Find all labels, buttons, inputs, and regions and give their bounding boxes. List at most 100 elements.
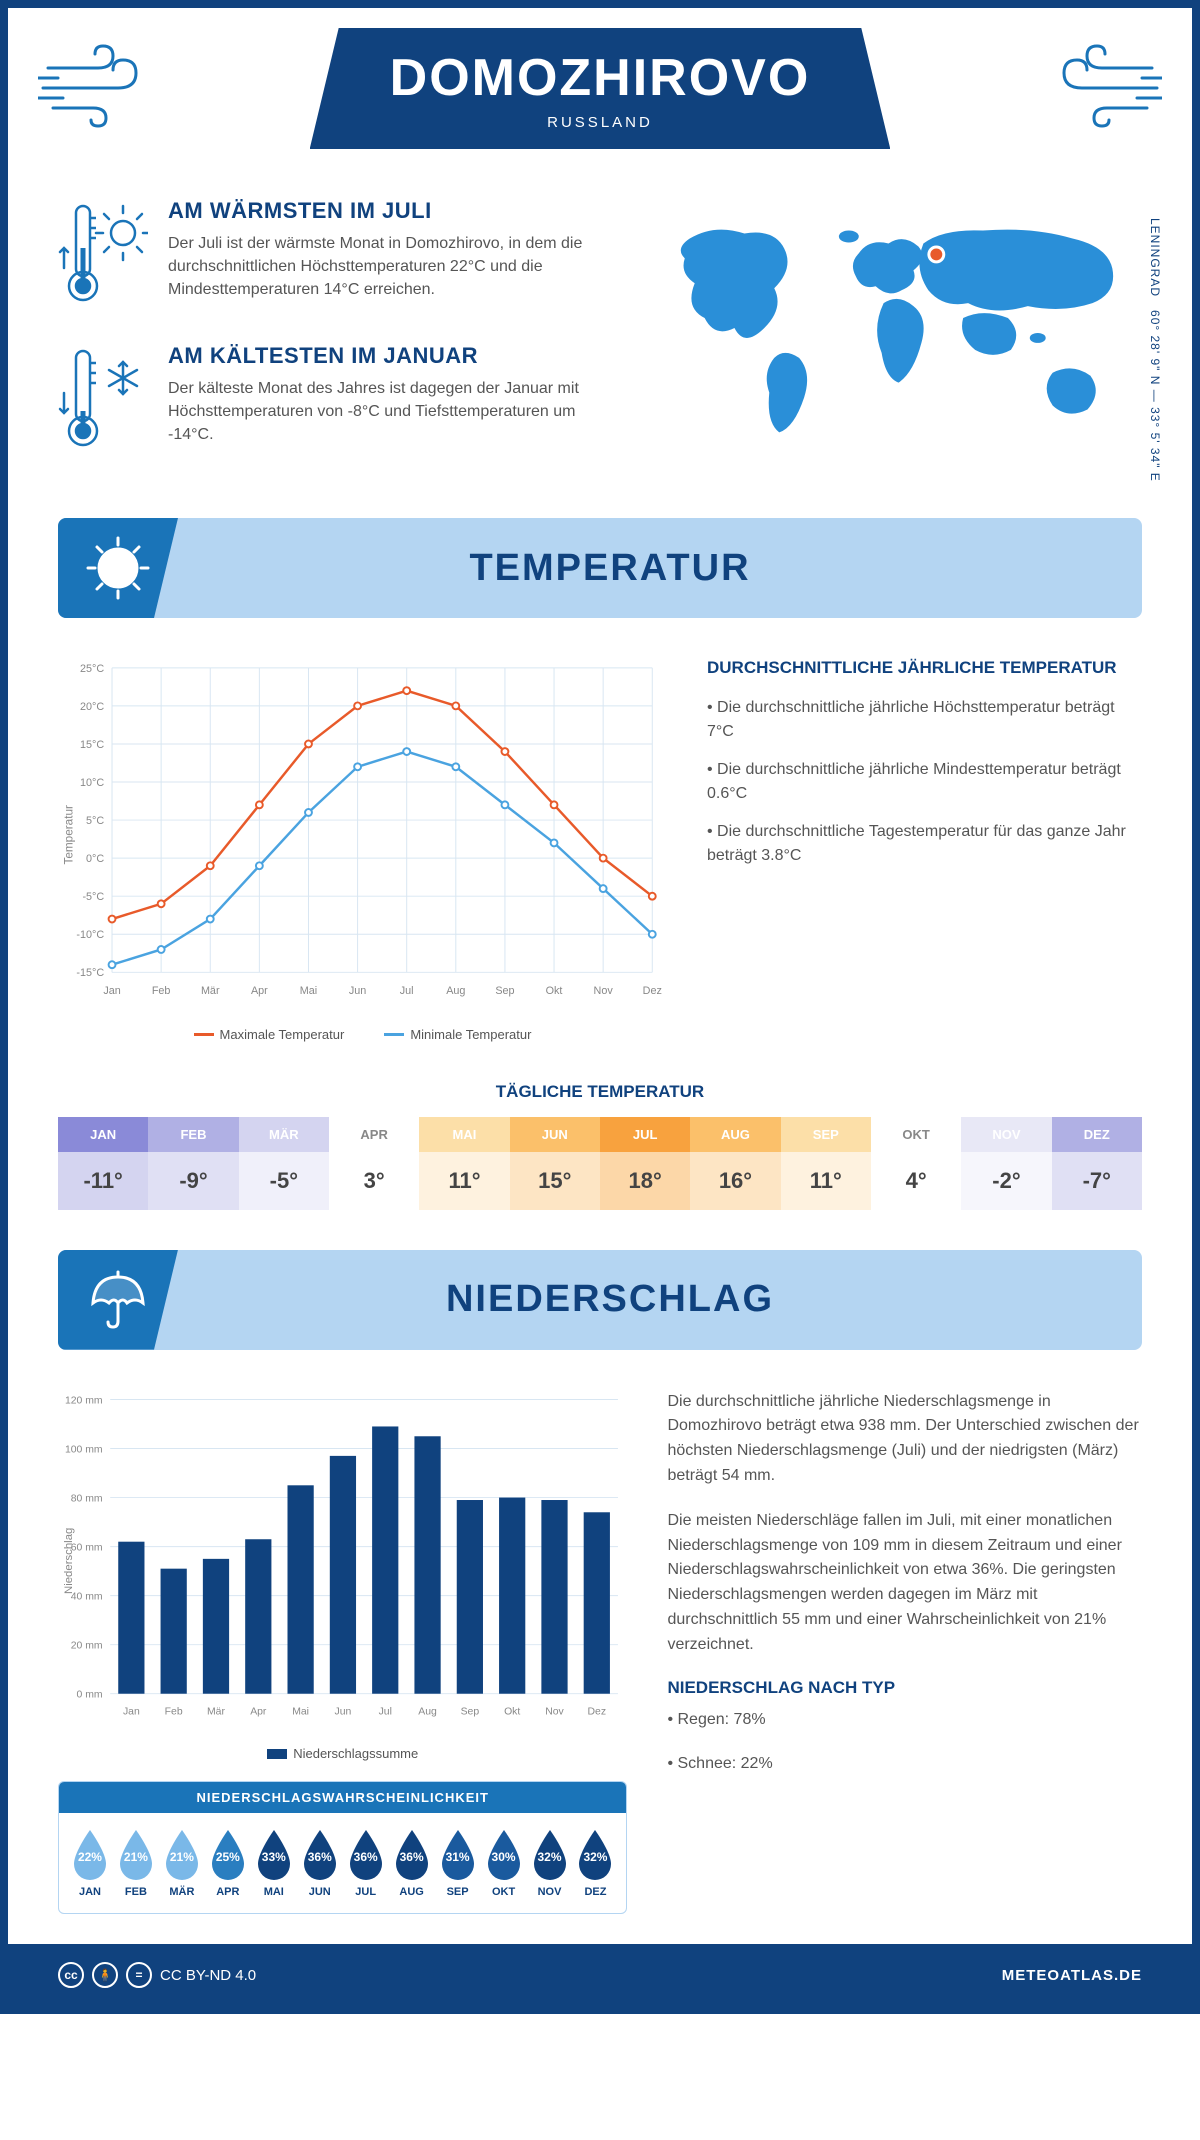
svg-text:Apr: Apr <box>250 1706 267 1717</box>
svg-text:Mär: Mär <box>201 985 220 997</box>
chart-legend: Maximale Temperatur Minimale Temperatur <box>58 1027 667 1042</box>
svg-text:5°C: 5°C <box>86 815 104 827</box>
svg-text:Jan: Jan <box>103 985 120 997</box>
svg-text:25°C: 25°C <box>80 663 104 675</box>
daily-temp-table: JAN-11°FEB-9°MÄR-5°APR3°MAI11°JUN15°JUL1… <box>58 1117 1142 1210</box>
svg-text:Jul: Jul <box>400 985 414 997</box>
daily-cell: FEB-9° <box>148 1117 238 1210</box>
fact-text: Der kälteste Monat des Jahres ist dagege… <box>168 377 605 447</box>
svg-text:100 mm: 100 mm <box>65 1444 103 1455</box>
svg-text:Niederschlag: Niederschlag <box>63 1527 75 1593</box>
svg-text:Temperatur: Temperatur <box>63 805 76 865</box>
prob-cell: 30%OKT <box>481 1828 527 1898</box>
svg-text:-10°C: -10°C <box>76 929 104 941</box>
prob-cell: 32%NOV <box>527 1828 573 1898</box>
precip-type: • Regen: 78% <box>667 1708 1142 1733</box>
daily-cell: DEZ-7° <box>1052 1117 1142 1210</box>
temp-bullet: • Die durchschnittliche Tagestemperatur … <box>707 820 1142 868</box>
precip-type: • Schnee: 22% <box>667 1752 1142 1777</box>
svg-text:20 mm: 20 mm <box>71 1640 103 1651</box>
location-title: DOMOZHIROVO <box>390 48 811 108</box>
svg-text:Sep: Sep <box>461 1706 480 1717</box>
temp-summary-title: DURCHSCHNITTLICHE JÄHRLICHE TEMPERATUR <box>707 658 1142 678</box>
raindrop-icon: 36% <box>297 1828 343 1880</box>
nd-icon: = <box>126 1962 152 1988</box>
prob-cell: 21%MÄR <box>159 1828 205 1898</box>
daily-cell: MÄR-5° <box>239 1117 329 1210</box>
prob-cell: 36%AUG <box>389 1828 435 1898</box>
intro-section: AM WÄRMSTEN IM JULI Der Juli ist der wär… <box>8 198 1192 518</box>
infographic-frame: DOMOZHIROVO RUSSLAND <box>0 0 1200 2014</box>
section-header-precip: NIEDERSCHLAG <box>58 1250 1142 1350</box>
prob-cell: 36%JUL <box>343 1828 389 1898</box>
svg-text:80 mm: 80 mm <box>71 1493 103 1504</box>
fact-title: AM WÄRMSTEN IM JULI <box>168 198 605 224</box>
daily-cell: MAI11° <box>419 1117 509 1210</box>
svg-text:Feb: Feb <box>165 1706 183 1717</box>
daily-cell: OKT4° <box>871 1117 961 1210</box>
svg-text:Mär: Mär <box>207 1706 225 1717</box>
raindrop-icon: 21% <box>159 1828 205 1880</box>
umbrella-icon <box>58 1250 178 1350</box>
chart-legend: Niederschlagssumme <box>58 1746 627 1761</box>
precipitation-bar-chart: 0 mm20 mm40 mm60 mm80 mm100 mm120 mmJanF… <box>58 1390 627 1732</box>
sun-icon <box>58 518 178 618</box>
fact-title: AM KÄLTESTEN IM JANUAR <box>168 343 605 369</box>
svg-text:Okt: Okt <box>546 985 563 997</box>
fact-text: Der Juli ist der wärmste Monat in Domozh… <box>168 232 605 302</box>
world-map <box>645 198 1142 458</box>
raindrop-icon: 36% <box>389 1828 435 1880</box>
precip-paragraph: Die meisten Niederschläge fallen im Juli… <box>667 1509 1142 1658</box>
svg-text:0°C: 0°C <box>86 853 104 865</box>
prob-cell: 31%SEP <box>435 1828 481 1898</box>
svg-text:Nov: Nov <box>594 985 614 997</box>
raindrop-icon: 30% <box>481 1828 527 1880</box>
temperature-line-chart: -15°C-10°C-5°C0°C5°C10°C15°C20°C25°CJanF… <box>58 658 667 1042</box>
prob-cell: 32%DEZ <box>572 1828 618 1898</box>
raindrop-icon: 36% <box>343 1828 389 1880</box>
temp-bullet: • Die durchschnittliche jährliche Mindes… <box>707 758 1142 806</box>
fact-warmest: AM WÄRMSTEN IM JULI Der Juli ist der wär… <box>58 198 605 313</box>
prob-cell: 21%FEB <box>113 1828 159 1898</box>
raindrop-icon: 32% <box>527 1828 573 1880</box>
daily-cell: NOV-2° <box>961 1117 1051 1210</box>
svg-text:15°C: 15°C <box>80 739 104 751</box>
svg-text:Mai: Mai <box>300 985 317 997</box>
site-name: METEOATLAS.DE <box>1002 1967 1142 1984</box>
prob-cell: 22%JAN <box>67 1828 113 1898</box>
header: DOMOZHIROVO RUSSLAND <box>8 8 1192 198</box>
raindrop-icon: 22% <box>67 1828 113 1880</box>
by-icon: 🧍 <box>92 1962 118 1988</box>
prob-cell: 25%APR <box>205 1828 251 1898</box>
svg-text:40 mm: 40 mm <box>71 1591 103 1602</box>
daily-cell: JUN15° <box>510 1117 600 1210</box>
section-header-temp: TEMPERATUR <box>58 518 1142 618</box>
precipitation-probability-box: NIEDERSCHLAGSWAHRSCHEINLICHKEIT 22%JAN21… <box>58 1781 627 1914</box>
daily-cell: AUG16° <box>690 1117 780 1210</box>
raindrop-icon: 32% <box>572 1828 618 1880</box>
svg-text:120 mm: 120 mm <box>65 1395 103 1406</box>
temp-bullet: • Die durchschnittliche jährliche Höchst… <box>707 696 1142 744</box>
thermometer-snow-icon <box>58 343 148 458</box>
daily-cell: JAN-11° <box>58 1117 148 1210</box>
license: cc 🧍 = CC BY-ND 4.0 <box>58 1962 256 1988</box>
svg-text:-15°C: -15°C <box>76 967 104 979</box>
svg-text:0 mm: 0 mm <box>77 1689 103 1700</box>
svg-text:Feb: Feb <box>152 985 171 997</box>
wind-icon <box>1042 38 1162 133</box>
daily-cell: SEP11° <box>781 1117 871 1210</box>
svg-text:Apr: Apr <box>251 985 268 997</box>
footer: cc 🧍 = CC BY-ND 4.0 METEOATLAS.DE <box>8 1944 1192 2006</box>
svg-text:Aug: Aug <box>418 1706 437 1717</box>
svg-text:Jan: Jan <box>123 1706 140 1717</box>
daily-cell: JUL18° <box>600 1117 690 1210</box>
svg-text:Jun: Jun <box>335 1706 352 1717</box>
svg-text:Dez: Dez <box>588 1706 607 1717</box>
svg-text:Jun: Jun <box>349 985 366 997</box>
coordinates: LENINGRAD 60° 28' 9" N — 33° 5' 34" E <box>1148 218 1162 482</box>
section-title: TEMPERATUR <box>178 547 1142 590</box>
svg-text:-5°C: -5°C <box>82 891 104 903</box>
svg-text:Jul: Jul <box>379 1706 392 1717</box>
raindrop-icon: 33% <box>251 1828 297 1880</box>
daily-temp-title: TÄGLICHE TEMPERATUR <box>8 1082 1192 1102</box>
